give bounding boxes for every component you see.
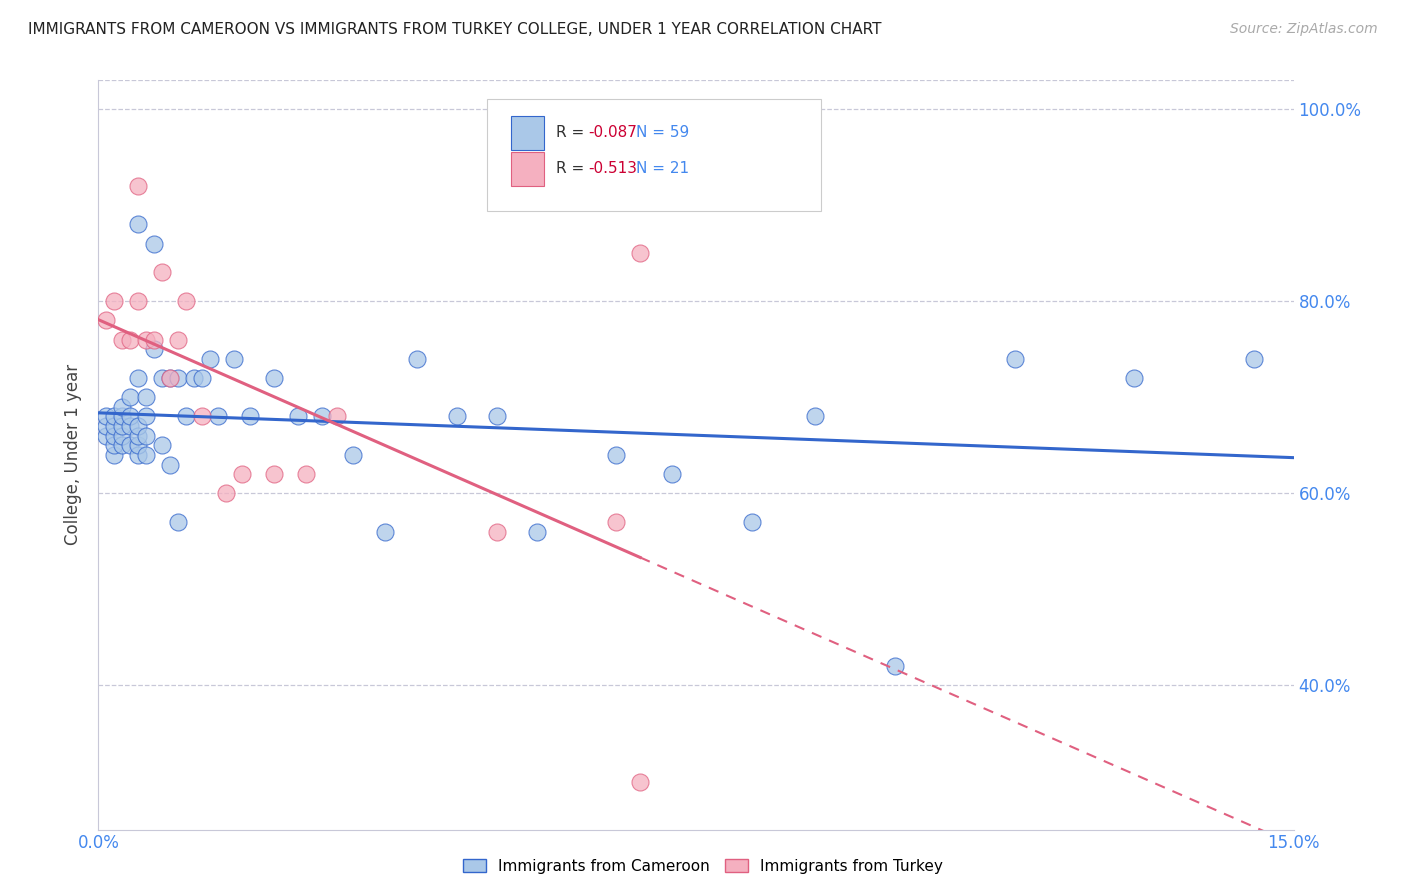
Text: -0.087: -0.087 — [589, 125, 637, 140]
Text: R =: R = — [557, 161, 589, 177]
Point — [111, 419, 134, 434]
Point — [103, 294, 125, 309]
Point — [1004, 351, 1026, 366]
Point — [135, 390, 157, 404]
Point — [96, 419, 118, 434]
Point — [191, 409, 214, 424]
Point — [120, 390, 142, 404]
Point — [159, 458, 181, 472]
Point — [605, 515, 627, 529]
FancyBboxPatch shape — [486, 99, 821, 211]
Point — [96, 409, 118, 424]
Point — [159, 371, 181, 385]
Text: Source: ZipAtlas.com: Source: ZipAtlas.com — [1230, 22, 1378, 37]
Point — [167, 515, 190, 529]
Point — [526, 524, 548, 539]
Point — [103, 419, 125, 434]
Point — [120, 438, 142, 452]
Point — [127, 178, 149, 193]
Text: -0.513: -0.513 — [589, 161, 637, 177]
Point — [294, 467, 316, 482]
Point — [103, 438, 125, 452]
Point — [263, 371, 285, 385]
Point — [231, 467, 253, 482]
Point — [222, 351, 245, 366]
Point — [103, 409, 125, 424]
FancyBboxPatch shape — [510, 116, 544, 150]
Point — [143, 333, 166, 347]
Point — [120, 409, 142, 424]
Point — [661, 467, 683, 482]
Point — [127, 294, 149, 309]
Point — [143, 343, 166, 357]
Point — [239, 409, 262, 424]
Y-axis label: College, Under 1 year: College, Under 1 year — [65, 364, 83, 546]
Point — [135, 409, 157, 424]
Point — [628, 774, 651, 789]
Point — [96, 313, 118, 327]
Point — [485, 409, 508, 424]
Point — [605, 448, 627, 462]
Point — [127, 218, 149, 232]
Point — [174, 409, 197, 424]
Point — [111, 333, 134, 347]
Point — [111, 400, 134, 414]
Point — [804, 409, 827, 424]
Point — [207, 409, 229, 424]
Point — [326, 409, 349, 424]
Point — [111, 409, 134, 424]
Point — [127, 419, 149, 434]
Point — [406, 351, 429, 366]
FancyBboxPatch shape — [510, 152, 544, 186]
Point — [127, 438, 149, 452]
Text: N = 59: N = 59 — [637, 125, 689, 140]
Point — [191, 371, 214, 385]
Point — [342, 448, 364, 462]
Point — [263, 467, 285, 482]
Point — [446, 409, 468, 424]
Point — [127, 428, 149, 442]
Point — [198, 351, 221, 366]
Point — [1243, 351, 1265, 366]
Point — [167, 371, 190, 385]
Point — [135, 448, 157, 462]
Legend: Immigrants from Cameroon, Immigrants from Turkey: Immigrants from Cameroon, Immigrants fro… — [457, 853, 949, 880]
Point — [135, 428, 157, 442]
Point — [127, 448, 149, 462]
Point — [103, 448, 125, 462]
Point — [183, 371, 205, 385]
Point — [150, 265, 173, 279]
Point — [120, 419, 142, 434]
Point — [167, 333, 190, 347]
Point — [741, 515, 763, 529]
Point — [150, 438, 173, 452]
Point — [96, 428, 118, 442]
Point — [311, 409, 333, 424]
Point — [485, 524, 508, 539]
Text: R =: R = — [557, 125, 589, 140]
Point — [120, 333, 142, 347]
Point — [287, 409, 309, 424]
Point — [111, 428, 134, 442]
Text: IMMIGRANTS FROM CAMEROON VS IMMIGRANTS FROM TURKEY COLLEGE, UNDER 1 YEAR CORRELA: IMMIGRANTS FROM CAMEROON VS IMMIGRANTS F… — [28, 22, 882, 37]
Point — [111, 438, 134, 452]
Point — [628, 246, 651, 260]
Point — [143, 236, 166, 251]
Point — [135, 333, 157, 347]
Point — [150, 371, 173, 385]
Point — [1123, 371, 1146, 385]
Point — [127, 371, 149, 385]
Point — [103, 428, 125, 442]
Point — [884, 659, 907, 673]
Text: N = 21: N = 21 — [637, 161, 689, 177]
Point — [174, 294, 197, 309]
Point — [159, 371, 181, 385]
Point — [374, 524, 396, 539]
Point — [215, 486, 238, 500]
